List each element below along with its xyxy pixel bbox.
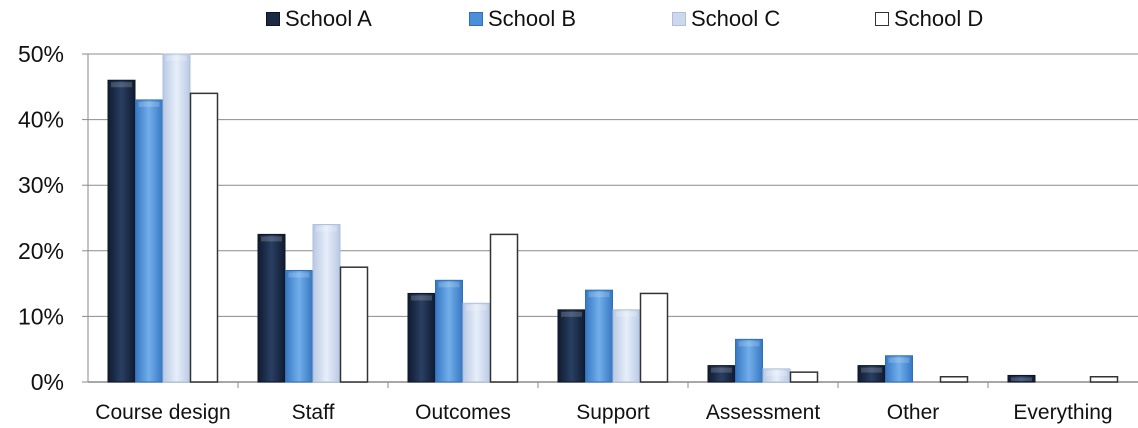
bar-bevel (766, 370, 787, 376)
bar-school-b-outcomes (435, 279, 463, 383)
chart-legend: School A School B School C School D (0, 6, 1138, 36)
bar-school-d-assessment (789, 371, 819, 383)
bar-bevel (861, 367, 882, 373)
bar-bevel (138, 101, 160, 107)
x-tick-label: Staff (292, 401, 335, 424)
bar-school-c-outcomes (462, 302, 491, 383)
x-tick-label: Outcomes (415, 401, 511, 424)
bar-series (107, 53, 1119, 383)
bar-bevel (616, 311, 637, 317)
legend-label-school-c: School C (691, 6, 781, 31)
bar-school-d-course-design (189, 92, 219, 383)
bar-bevel (316, 226, 337, 232)
y-tick-label: 10% (18, 303, 64, 329)
bar-school-b-assessment (735, 338, 763, 383)
legend-label-school-a: School A (285, 6, 372, 31)
bar-school-d-everything (1089, 376, 1119, 383)
legend-item-school-a: School A (266, 6, 372, 32)
x-tick-label: Assessment (706, 401, 821, 424)
y-tick-label: 0% (31, 369, 64, 395)
bar-school-c-staff (312, 224, 341, 383)
bar-school-b-course-design (135, 99, 163, 383)
y-tick-label: 40% (18, 107, 64, 133)
legend-label-school-d: School D (894, 6, 984, 31)
bar-bevel (588, 292, 610, 298)
bar-bevel (438, 282, 460, 288)
bar-bevel (738, 341, 760, 347)
legend-item-school-d: School D (875, 6, 983, 32)
x-tick-label: Course design (95, 401, 230, 424)
legend-item-school-b: School B (469, 6, 576, 32)
bar-school-d-outcomes (489, 233, 519, 383)
bar-school-c-support (612, 309, 641, 383)
x-tick-label: Support (576, 401, 650, 424)
y-tick-label: 20% (18, 238, 64, 264)
bar-school-a-course-design (107, 79, 136, 383)
bar-bevel (261, 236, 282, 242)
y-tick-label: 30% (18, 172, 64, 198)
bar-school-b-support (585, 289, 613, 383)
bar-school-d-staff (339, 266, 369, 383)
bar-bevel (288, 272, 310, 278)
legend-swatch-school-b (469, 12, 483, 26)
legend-swatch-school-a (266, 12, 280, 26)
legend-swatch-school-c (672, 12, 686, 26)
bar-school-a-support (557, 309, 586, 383)
bar-school-b-other (885, 355, 913, 383)
bar-bevel (411, 295, 432, 301)
legend-swatch-school-d (875, 12, 889, 26)
bar-bevel (166, 56, 187, 61)
bar-bevel (111, 82, 132, 88)
y-tick-label: 50% (18, 41, 64, 67)
legend-item-school-c: School C (672, 6, 780, 32)
x-tick-label: Other (887, 401, 940, 424)
bar-school-d-other (939, 376, 969, 383)
x-axis-ticks: Course design Staff Outcomes Support Assessm… (95, 382, 1113, 424)
y-axis-ticks: 0% 10% 20% 30% 40% 50% (18, 41, 64, 395)
bar-bevel (711, 367, 732, 373)
bar-school-c-course-design (162, 53, 191, 383)
bar-school-d-support (639, 292, 669, 383)
x-tick-label: Everything (1013, 401, 1112, 424)
bar-school-b-staff (285, 269, 313, 383)
legend-label-school-b: School B (488, 6, 577, 31)
bar-bevel (1011, 377, 1032, 381)
bar-school-a-outcomes (407, 292, 436, 383)
bar-bevel (561, 311, 582, 317)
bar-school-a-everything (1007, 374, 1036, 383)
bar-bevel (888, 357, 910, 363)
bar-school-a-staff (257, 233, 286, 383)
bar-bevel (466, 305, 487, 311)
